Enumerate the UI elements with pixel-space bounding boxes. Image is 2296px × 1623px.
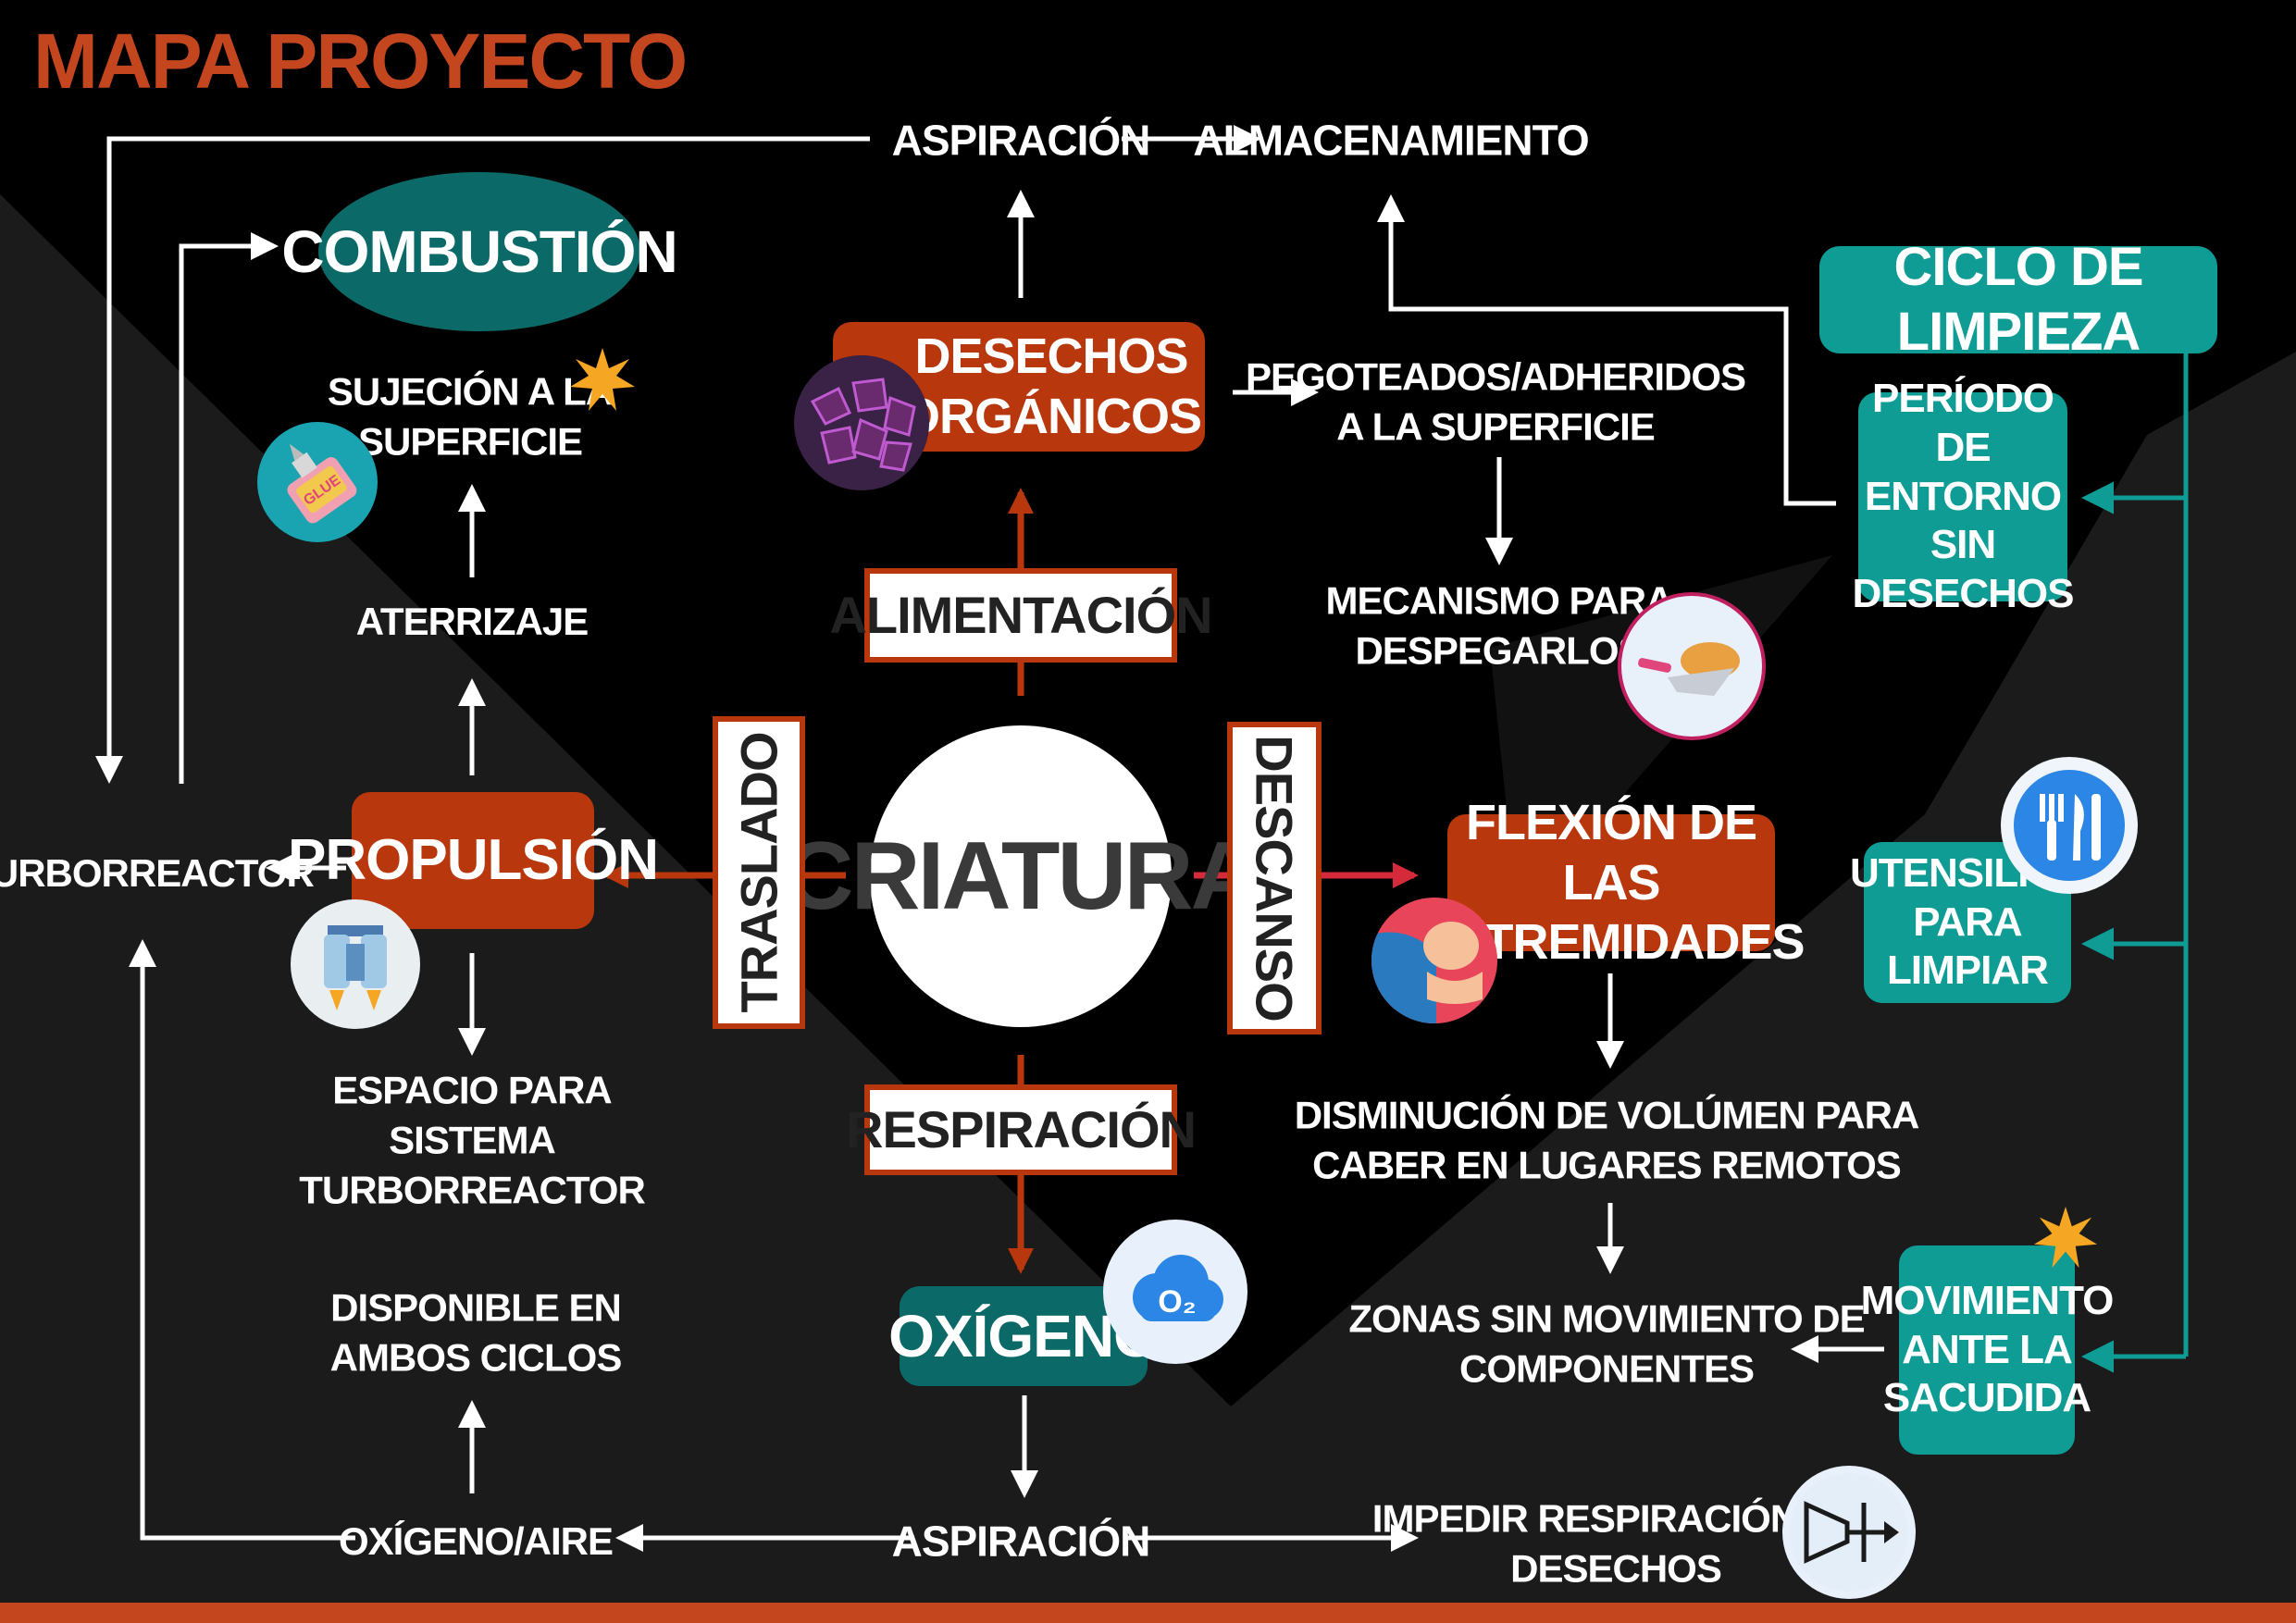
label-pegoteados: PEGOTEADOS/ADHERIDOS A LA SUPERFICIE (1245, 354, 1746, 448)
label-sujecion: SUJECIÓN A LA SUPERFICIE (327, 369, 614, 463)
branch-alimentacion: ALIMENTACIÓN (829, 568, 1213, 663)
branch-traslado-label: TRASLADO (729, 732, 788, 1013)
label-zonas-sin-movimiento: ZONAS SIN MOVIMIENTO DE COMPONENTES (1348, 1296, 1865, 1390)
filter-icon (1782, 1466, 1916, 1599)
trowel-icon (1618, 592, 1766, 740)
node-propulsion: PROPULSIÓN (288, 792, 659, 929)
page-title: MAPA PROYECTO (33, 18, 688, 105)
label-oxigeno-aire: OXÍGENO/AIRE (338, 1519, 614, 1564)
label-disminucion-volumen: DISMINUCIÓN DE VOLÚMEN PARA CABER EN LUG… (1294, 1093, 1920, 1186)
node-ciclo-limpieza: CICLO DE LIMPIEZA (1819, 237, 2217, 362)
jetpack-icon (291, 899, 420, 1029)
muscle-arm-icon (1371, 898, 1497, 1023)
branch-respiracion-label: RESPIRACIÓN (846, 1100, 1197, 1159)
label-aspiracion-bottom: ASPIRACIÓN (891, 1517, 1151, 1566)
branch-descanso: DESCANSO (1227, 722, 1322, 1035)
label-disponible-ciclos: DISPONIBLE EN AMBOS CICLOS (329, 1285, 623, 1379)
node-combustion: COMBUSTIÓN (281, 172, 678, 331)
label-aterrizaje: ATERRIZAJE (355, 600, 590, 644)
oxygen-icon-text: O₂ (1158, 1284, 1197, 1319)
star-icon (2032, 1205, 2099, 1271)
node-periodo-label: PERÍODO DE ENTORNO SIN DESECHOS (1852, 376, 2075, 617)
node-movimiento-label: MOVIMIENTO ANTE LA SACUDIDA (1860, 1277, 2115, 1421)
node-movimiento-sacudida: MOVIMIENTO ANTE LA SACUDIDA (1861, 1245, 2114, 1455)
label-aspiracion-top: ASPIRACIÓN (891, 116, 1151, 165)
node-flexion-extremidades: FLEXIÓN DE LAS EXTREMIDADES (1418, 795, 1805, 971)
organic-waste-icon (794, 355, 929, 490)
node-desechos-label: DESECHOS ORGÁNICOS (900, 328, 1202, 444)
node-propulsion-label: PROPULSIÓN (288, 827, 659, 892)
label-espacio-turborreactor: ESPACIO PARA SISTEMA TURBORREACTOR (299, 1068, 646, 1211)
star-icon (568, 346, 637, 415)
oxygen-cloud-icon: O₂ (1103, 1220, 1247, 1364)
center-node-criatura: CRIATURA (784, 725, 1260, 1027)
label-turborreactor: TURBORREACTOR (0, 851, 315, 896)
bottom-accent-bar (0, 1603, 2296, 1623)
branch-descanso-label: DESCANSO (1245, 735, 1304, 1022)
node-periodo-entorno: PERÍODO DE ENTORNO SIN DESECHOS (1853, 376, 2075, 616)
branch-traslado: TRASLADO (713, 716, 805, 1029)
utensils-icon (2001, 757, 2138, 894)
branch-alimentacion-label: ALIMENTACIÓN (829, 586, 1212, 645)
label-mecanismo: MECANISMO PARA DESPEGARLOS (1325, 578, 1674, 672)
label-almacenamiento: ALMACENAMIENTO (1193, 116, 1589, 165)
branch-respiracion: RESPIRACIÓN (846, 1084, 1197, 1175)
node-ciclo-label: CICLO DE LIMPIEZA (1893, 237, 2143, 362)
label-impedir-respiracion: IMPEDIR RESPIRACIÓN DE DESECHOS (1371, 1496, 1860, 1590)
glue-icon: GLUE (257, 422, 378, 542)
node-combustion-label: COMBUSTIÓN (281, 217, 677, 285)
center-label: CRIATURA (784, 822, 1260, 930)
